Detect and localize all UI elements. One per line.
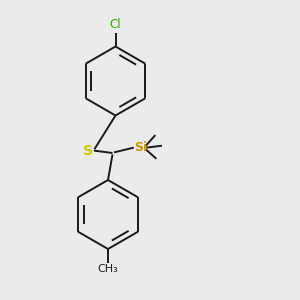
Text: S: S bbox=[83, 144, 94, 158]
Text: Cl: Cl bbox=[110, 18, 121, 31]
Text: Si: Si bbox=[134, 141, 147, 154]
Text: CH₃: CH₃ bbox=[98, 264, 118, 274]
